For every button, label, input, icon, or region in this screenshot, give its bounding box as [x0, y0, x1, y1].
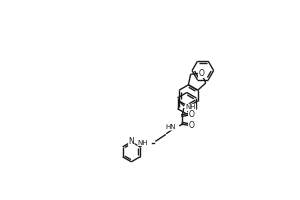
Text: NH: NH	[138, 140, 148, 146]
Text: HN: HN	[166, 124, 176, 130]
Text: NH: NH	[185, 104, 196, 110]
Text: O: O	[188, 121, 194, 130]
Text: O: O	[188, 110, 194, 119]
Text: N: N	[128, 137, 134, 146]
Text: O: O	[198, 69, 204, 78]
